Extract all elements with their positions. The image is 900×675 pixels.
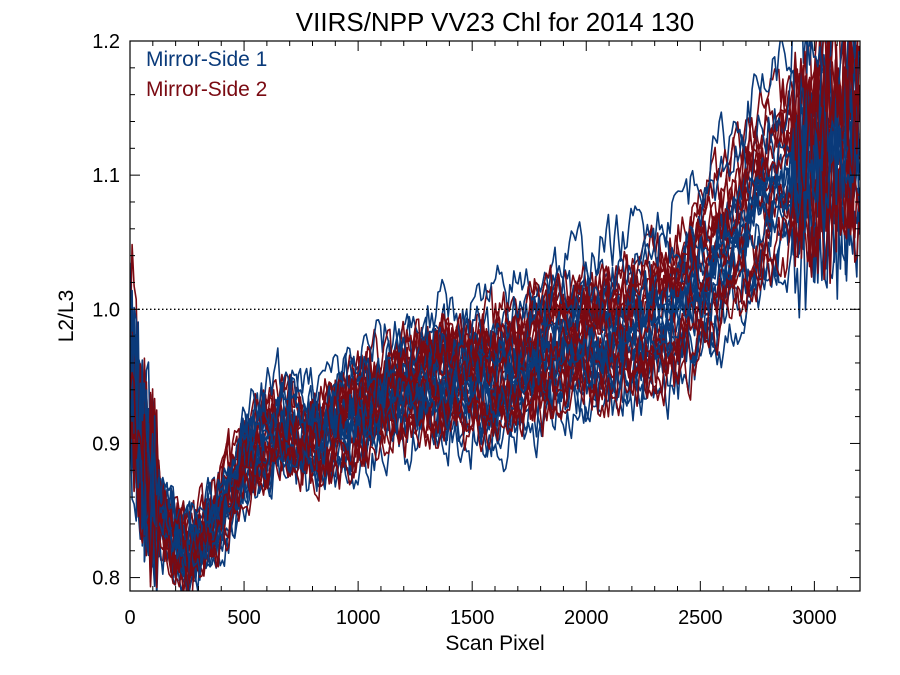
x-axis: 0 500 1000 1500 2000 2500 3000 bbox=[124, 41, 838, 629]
series-line-mirror-side-1 bbox=[344, 92, 860, 436]
y-tick-label: 1.0 bbox=[92, 299, 120, 321]
y-tick-label: 0.9 bbox=[92, 433, 120, 455]
series-layer bbox=[130, 41, 860, 591]
series-line-mirror-side-2 bbox=[130, 166, 860, 591]
x-tick-label: 1500 bbox=[450, 607, 495, 629]
y-tick-label: 0.8 bbox=[92, 568, 120, 590]
x-tick-label: 0 bbox=[124, 607, 135, 629]
y-tick-label: 1.2 bbox=[92, 31, 120, 53]
x-tick-label: 2500 bbox=[678, 607, 723, 629]
series-line-mirror-side-1 bbox=[130, 93, 860, 576]
legend-entry: Mirror-Side 1 bbox=[146, 48, 267, 71]
y-tick-label: 1.1 bbox=[92, 165, 120, 187]
x-tick-label: 2000 bbox=[564, 607, 609, 629]
legend-entry: Mirror-Side 2 bbox=[146, 78, 267, 101]
series-line-mirror-side-2 bbox=[130, 43, 860, 589]
y-axis: 0.8 0.9 1.0 1.1 1.2 bbox=[92, 31, 860, 590]
legend: Mirror-Side 1 Mirror-Side 2 bbox=[146, 48, 267, 101]
series-line-mirror-side-2 bbox=[130, 139, 860, 588]
x-tick-label: 500 bbox=[227, 607, 260, 629]
series-line-mirror-side-1 bbox=[130, 41, 857, 584]
y-axis-title: L2/L3 bbox=[55, 290, 78, 343]
chart-title: VIIRS/NPP VV23 Chl for 2014 130 bbox=[296, 7, 694, 37]
series-line-mirror-side-1 bbox=[130, 41, 832, 557]
x-tick-label: 1000 bbox=[336, 607, 381, 629]
x-axis-title: Scan Pixel bbox=[445, 632, 544, 655]
x-tick-label: 3000 bbox=[792, 607, 837, 629]
